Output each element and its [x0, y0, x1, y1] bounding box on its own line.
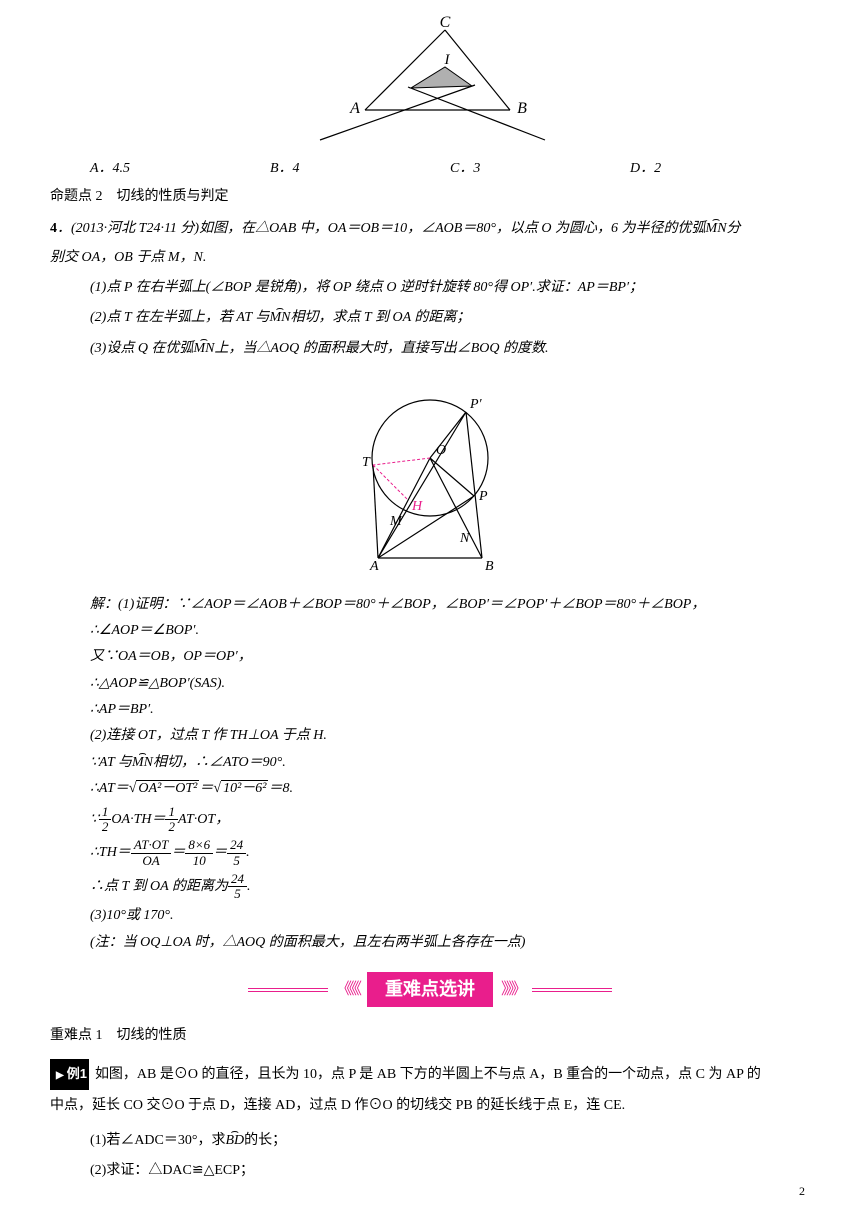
solution-l8: ∴AT＝√OA²－OT²＝√10²－6²＝8.: [50, 778, 810, 800]
svg-text:A: A: [369, 559, 379, 574]
problem-4-part2: (2)点 T 在左半弧上，若 AT 与MN相切，求点 T 到 OA 的距离；: [50, 307, 810, 329]
svg-text:P: P: [478, 489, 488, 504]
svg-text:A: A: [349, 100, 360, 117]
svg-text:I: I: [444, 52, 451, 68]
problem-4-part1: (1)点 P 在右半弧上(∠BOP 是锐角)，将 OP 绕点 O 逆时针旋转 8…: [50, 277, 810, 299]
svg-text:N: N: [459, 531, 470, 546]
example-1-intro-line2: 中点，延长 CO 交⊙O 于点 D，连接 AD，过点 D 作⊙O 的切线交 PB…: [50, 1091, 810, 1122]
option-c: C．3: [450, 158, 630, 180]
solution-l4: ∴△AOP≌△BOP′(SAS).: [50, 673, 810, 695]
solution-l10: ∴TH＝AT·OTOA＝8×610＝245.: [50, 838, 810, 868]
solution-l9: ∵12OA·TH＝12AT·OT，: [50, 805, 810, 835]
svg-text:C: C: [440, 15, 451, 31]
problem-4: 4．(2013·河北 T24·11 分)如图，在△OAB 中，OA＝OB＝10，…: [50, 218, 810, 360]
problem-4-intro-line2: 别交 OA，OB 于点 M，N.: [50, 247, 810, 269]
section-banner: 《《《 重难点选讲 》》》: [50, 972, 810, 1007]
option-a: A．4.5: [90, 158, 270, 180]
example-1-part2: (2)求证：△DAC≌△ECP；: [50, 1160, 810, 1182]
solution-l11: ∴点 T 到 OA 的距离为245.: [50, 872, 810, 902]
problem-options: A．4.5 B．4 C．3 D．2: [50, 158, 810, 180]
problem-4-intro: 4．(2013·河北 T24·11 分)如图，在△OAB 中，OA＝OB＝10，…: [50, 218, 810, 240]
circle-diagram: O T P P′ M N A B H: [50, 370, 810, 588]
svg-text:P′: P′: [469, 397, 483, 412]
svg-text:M: M: [389, 514, 403, 529]
problem-number: 4: [50, 221, 57, 236]
svg-text:O: O: [436, 443, 446, 458]
example-1: 例1如图，AB 是⊙O 的直径，且长为 10，点 P 是 AB 下方的半圆上不与…: [50, 1059, 810, 1182]
problem-4-part3: (3)设点 Q 在优弧MN上，当△AOQ 的面积最大时，直接写出∠BOQ 的度数…: [50, 338, 810, 360]
example-1-part1: (1)若∠ADC＝30°，求BD的长；: [50, 1130, 810, 1152]
option-d: D．2: [630, 158, 810, 180]
svg-text:B: B: [517, 100, 527, 117]
solution-l12: (3)10°或 170°.: [50, 905, 810, 927]
page-number: 2: [799, 1182, 805, 1201]
solution-l5: ∴AP＝BP′.: [50, 699, 810, 721]
solution-l7: ∵AT 与MN相切，∴∠ATO＝90°.: [50, 752, 810, 774]
solution-l2: ∴∠AOP＝∠BOP′.: [50, 620, 810, 642]
solution-l6: (2)连接 OT，过点 T 作 TH⊥OA 于点 H.: [50, 725, 810, 747]
solution-l3: 又∵OA＝OB，OP＝OP′，: [50, 646, 810, 668]
solution-l13: (注：当 OQ⊥OA 时，△AOQ 的面积最大，且左右两半弧上各存在一点): [50, 932, 810, 954]
svg-text:B: B: [485, 559, 494, 574]
svg-text:T: T: [362, 455, 371, 470]
banner-line-left: [248, 988, 328, 992]
banner-title: 重难点选讲: [367, 972, 493, 1007]
triangle-diagram: C I A B: [50, 15, 810, 153]
example-badge: 例1: [50, 1059, 89, 1090]
banner-line-right: [532, 988, 612, 992]
topic-2-title: 命题点 2 切线的性质与判定: [50, 186, 810, 208]
option-b: B．4: [270, 158, 450, 180]
example-1-intro: 例1如图，AB 是⊙O 的直径，且长为 10，点 P 是 AB 下方的半圆上不与…: [50, 1059, 810, 1091]
solution-l1: 解：(1)证明：∵∠AOP＝∠AOB＋∠BOP＝80°＋∠BOP，∠BOP′＝∠…: [50, 594, 810, 616]
chevron-left-icon: 《《《: [328, 977, 367, 1003]
hardpoint-1-title: 重难点 1 切线的性质: [50, 1025, 810, 1047]
svg-text:H: H: [411, 499, 423, 514]
chevron-right-icon: 》》》: [493, 977, 532, 1003]
